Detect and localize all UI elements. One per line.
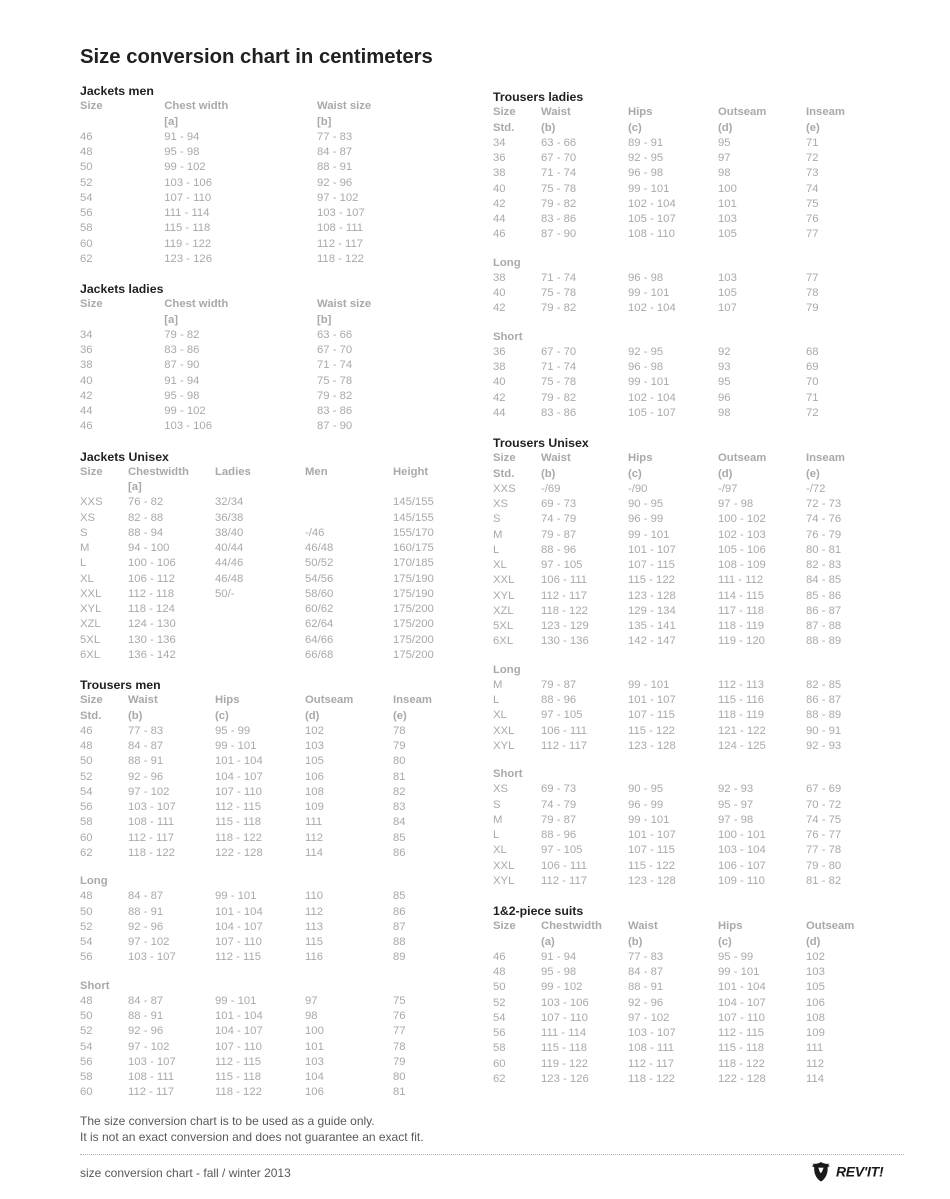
svg-text:REV'IT!: REV'IT!	[836, 1164, 884, 1180]
